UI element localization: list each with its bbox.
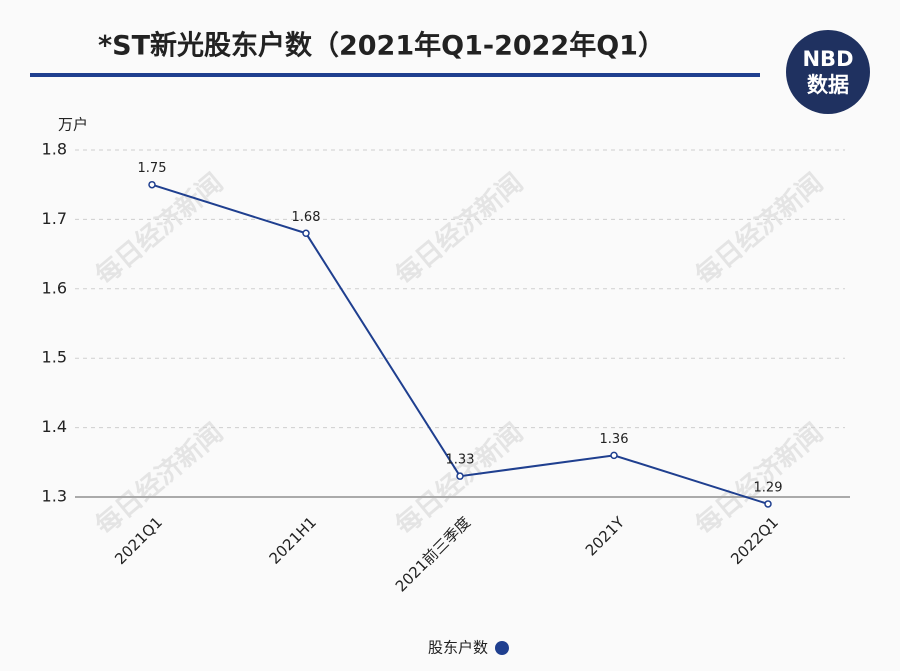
y-tick-label: 1.3 [42, 487, 67, 506]
legend-marker [495, 641, 509, 655]
chart-title: *ST新光股东户数（2021年Q1-2022年Q1） [98, 30, 665, 62]
y-tick-label: 1.7 [42, 209, 67, 228]
title-underline [30, 73, 760, 77]
watermark: 每日经济新闻 [390, 167, 529, 291]
y-tick-label: 1.6 [42, 278, 67, 297]
data-label: 1.33 [446, 453, 475, 468]
logo [786, 30, 870, 114]
x-tick-label: 2021H1 [266, 513, 320, 567]
logo-text: 数据 [807, 73, 849, 97]
y-tick-label: 1.4 [42, 417, 67, 436]
point [610, 451, 618, 460]
watermark: 每日经济新闻 [690, 167, 829, 291]
y-tick-label: 1.5 [42, 348, 67, 367]
legend-label: 股东户数 [428, 639, 488, 657]
data-label: 1.29 [754, 480, 783, 495]
x-tick-label: 2021Y [582, 513, 629, 560]
data-label: 1.36 [600, 432, 629, 447]
point [456, 472, 464, 480]
data-label: 1.75 [138, 161, 167, 176]
watermark: 每日经济新闻 [90, 167, 229, 291]
x-tick-label: 2022Q1 [727, 513, 782, 568]
point [764, 500, 772, 508]
point [148, 180, 156, 189]
logo-text: NBD [802, 47, 853, 71]
y-axis-unit: 万户 [58, 116, 88, 134]
point [302, 229, 310, 238]
data-label: 1.68 [292, 210, 321, 225]
y-tick-label: 1.8 [42, 140, 67, 159]
